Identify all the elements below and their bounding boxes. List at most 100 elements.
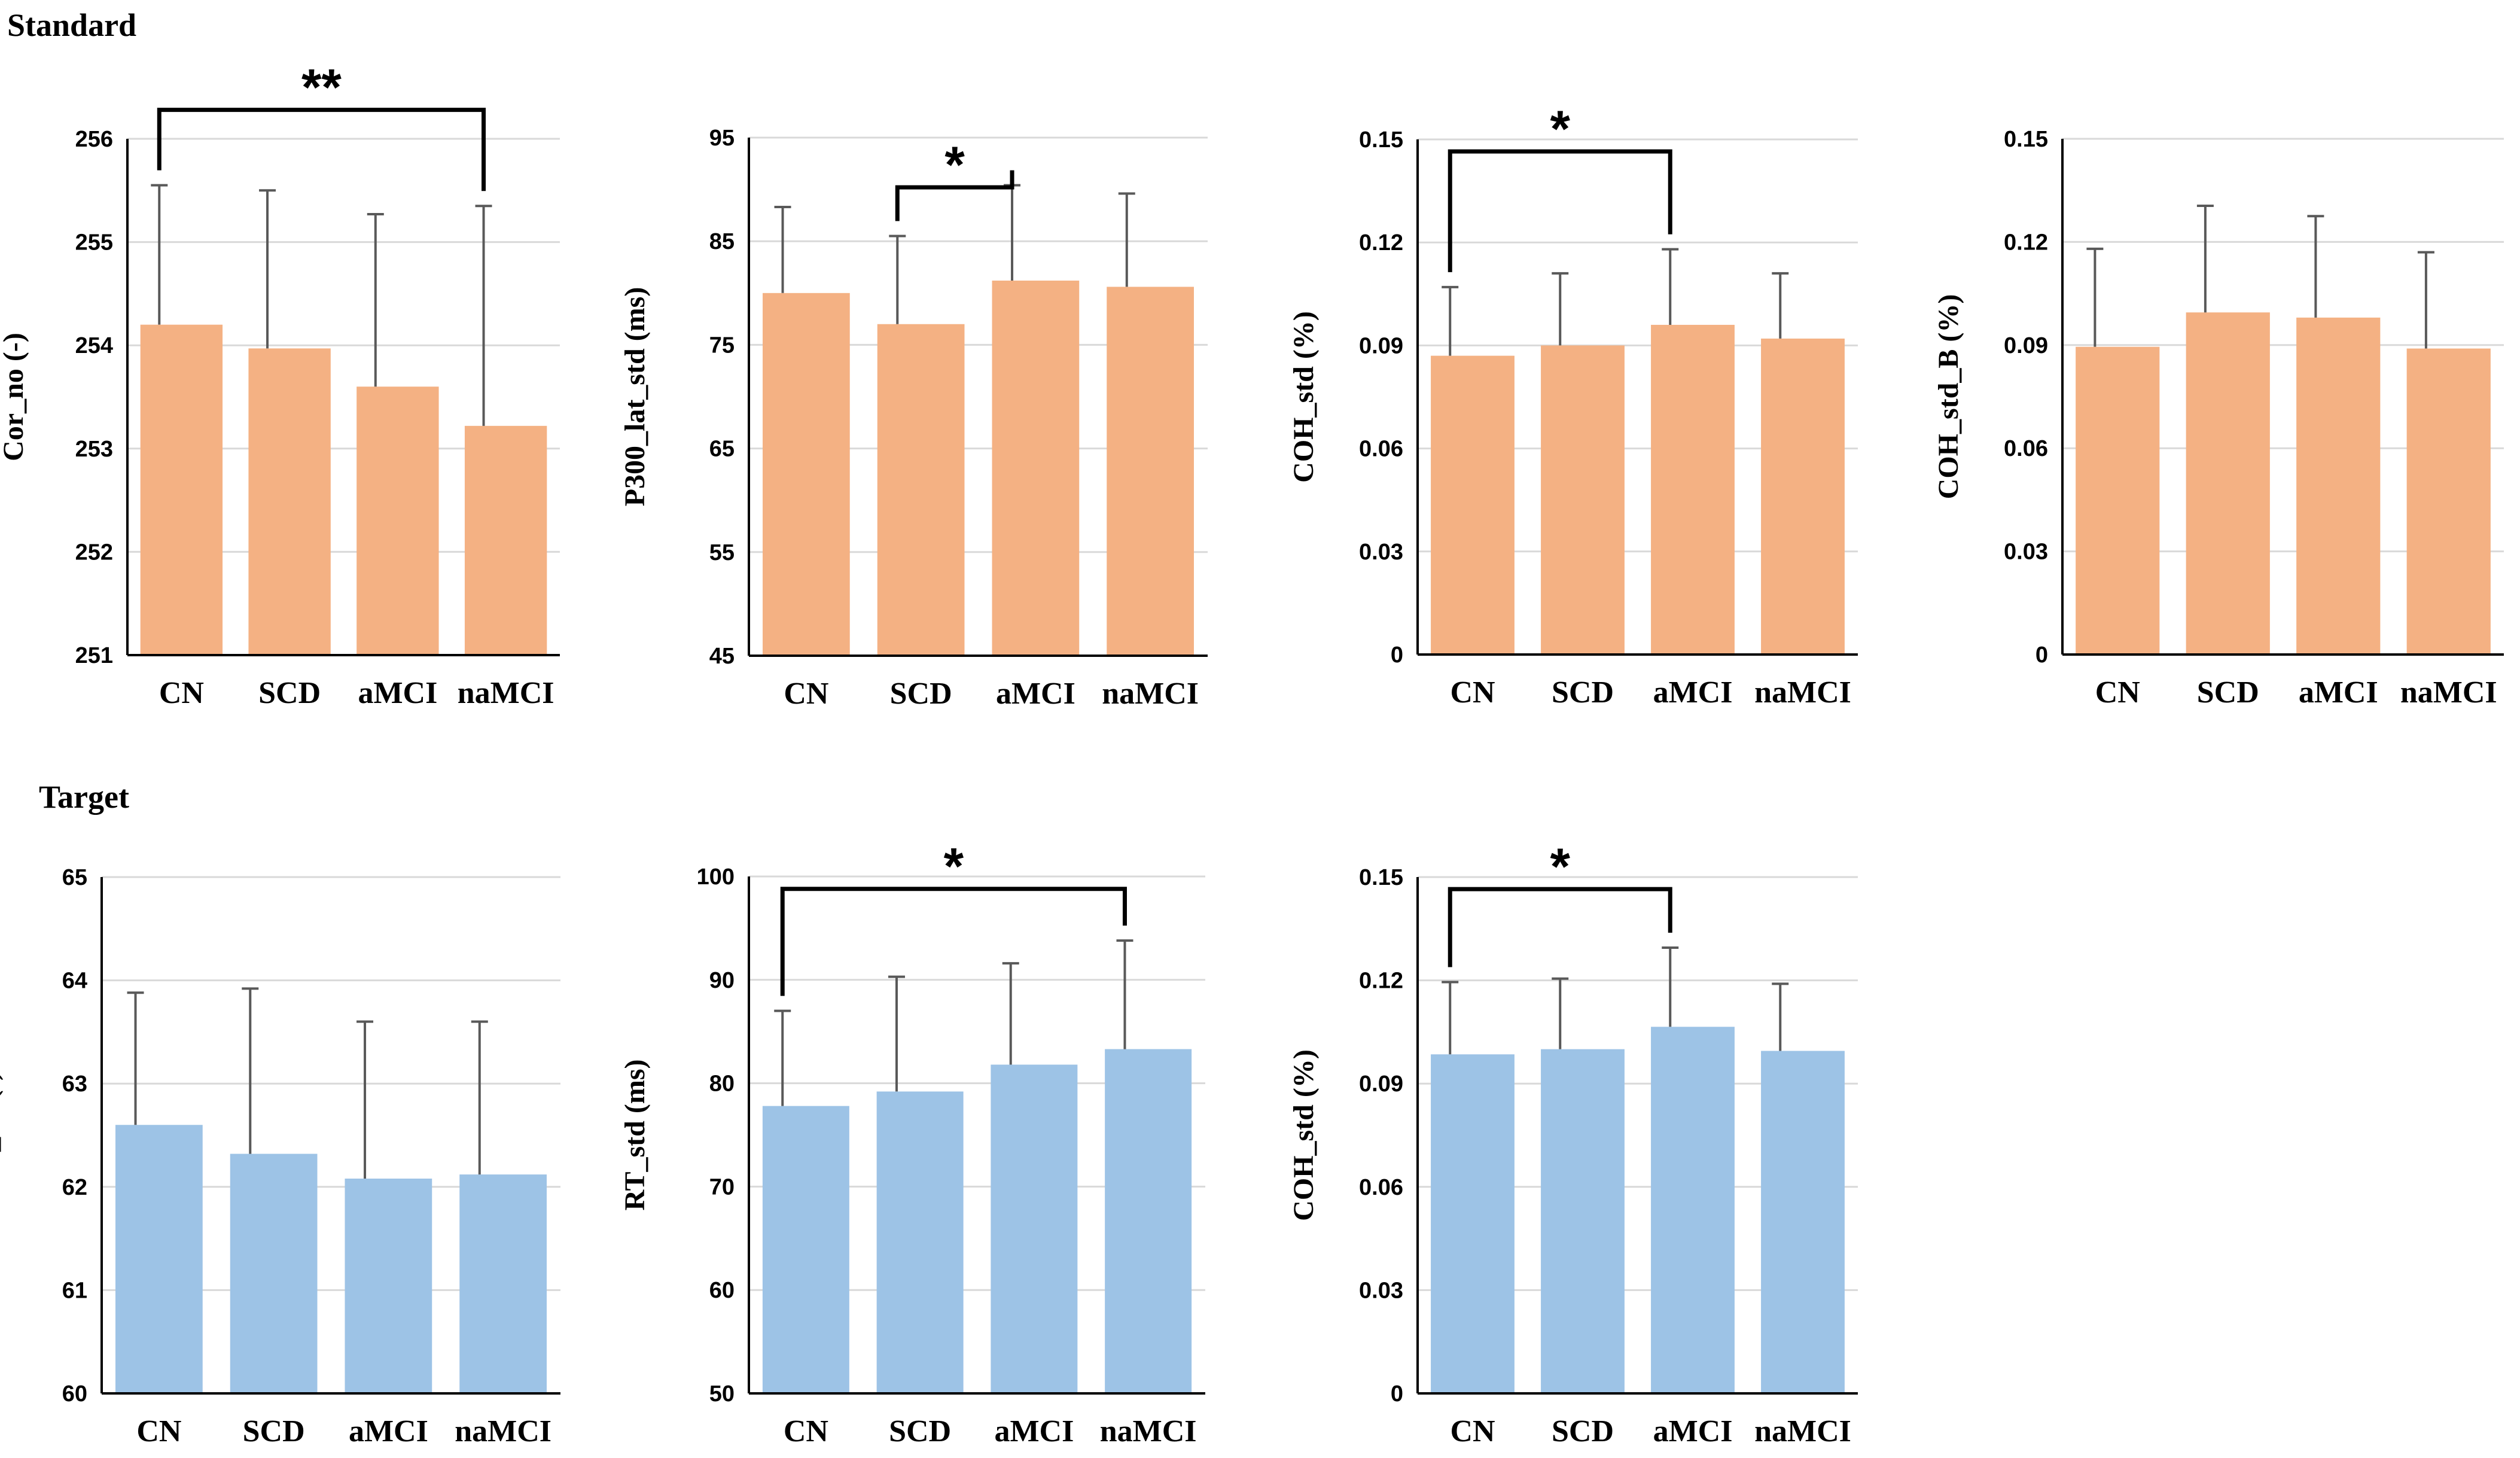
y-tick-label: 61 [62,1278,87,1303]
section-title-standard: Standard [7,7,136,43]
significance-label: * [1550,101,1571,158]
y-tick-label: 45 [709,644,735,669]
x-tick-label: SCD [1552,1414,1614,1448]
x-tick-label: aMCI [996,677,1075,711]
y-tick-label: 85 [709,229,735,254]
error-bar [1442,981,1459,1055]
bar-CN [2076,346,2160,655]
y-tick-label: 0.09 [1359,1072,1403,1097]
bar-aMCI [345,1178,432,1393]
y-tick-label: 100 [697,865,735,890]
x-tick-label: naMCI [455,1414,551,1448]
error-bar [1662,946,1679,1027]
bar-SCD [877,324,965,656]
bar-CN [1431,355,1515,655]
y-tick-label: 0.15 [1359,865,1403,890]
x-tick-label: aMCI [349,1414,428,1448]
x-tick-label: aMCI [994,1414,1074,1448]
error-bar [1772,982,1789,1051]
bar-SCD [1541,345,1625,655]
x-tick-label: naMCI [2400,675,2497,710]
y-tick-label: 0.06 [1359,1175,1403,1200]
y-axis-label: Cor_no (-) [0,1071,4,1200]
significance-label: * [1550,838,1571,896]
x-tick-label: naMCI [1100,1414,1197,1448]
x-tick-label: aMCI [1653,675,1733,710]
significance-bracket [895,170,1014,221]
error-bar [2196,205,2214,313]
error-bar [127,991,144,1125]
bar-SCD [248,348,331,655]
y-tick-label: 62 [62,1175,87,1200]
error-bar [475,205,492,426]
bar-CN [762,1106,849,1393]
x-tick-label: CN [1450,675,1495,710]
bar-CN [115,1125,203,1393]
bar-SCD [1541,1049,1625,1393]
error-bar [774,206,791,293]
error-bar [1116,939,1133,1049]
section-title-target: Target [39,779,129,815]
y-axis-label: Cor_no (-) [0,333,29,461]
bar-naMCI [1105,1049,1192,1393]
error-bar [367,212,384,387]
y-tick-label: 0.03 [2004,540,2048,565]
y-tick-label: 70 [709,1174,735,1200]
y-tick-label: 0 [1391,643,1403,668]
chart-7: 0 0.03 0.06 0.09 0.12 0.15 CN SCD aMCI naMCI COH_s… [1288,838,1858,1448]
chart-3: 0 0.03 0.06 0.09 0.12 0.15 CN SCD aMCI naMCI COH_s… [1288,101,1858,710]
y-tick-label: 255 [75,230,113,255]
y-tick-label: 252 [75,540,113,565]
error-bar [1442,285,1459,356]
y-tick-label: 55 [709,540,735,565]
chart-6: 50 60 70 80 90 100 CN SCD aMCI naMCI RT_std (ms) * [619,838,1205,1448]
significance-bracket [157,108,486,191]
x-tick-label: naMCI [1754,675,1851,710]
y-tick-label: 0 [1391,1381,1403,1407]
y-tick-label: 0.12 [2004,230,2048,255]
error-bar [1004,184,1021,281]
bar-SCD [2186,312,2270,655]
bar-aMCI [356,386,439,655]
x-tick-label: SCD [258,676,321,710]
x-tick-label: CN [784,677,828,711]
y-tick-label: 60 [62,1381,87,1407]
x-tick-label: aMCI [2299,675,2378,710]
error-bar [1002,962,1019,1065]
bar-naMCI [459,1174,547,1393]
x-tick-label: SCD [243,1414,305,1448]
y-tick-label: 0.09 [1359,333,1403,358]
y-axis-label: P300_lat_std (ms) [619,287,651,507]
bar-aMCI [2296,317,2381,655]
y-tick-label: 0.03 [1359,1278,1403,1303]
y-tick-label: 0.12 [1359,969,1403,994]
error-bar [1552,977,1569,1049]
y-tick-label: 0.15 [1359,127,1403,153]
bar-CN [763,293,850,656]
x-tick-label: naMCI [1754,1414,1851,1448]
significance-label: * [944,838,964,896]
bar-CN [140,324,223,655]
y-tick-label: 0.06 [2004,436,2048,461]
y-tick-label: 253 [75,437,113,462]
y-tick-label: 64 [62,969,87,994]
bar-naMCI [2406,348,2491,655]
y-tick-label: 0.09 [2004,333,2048,358]
x-tick-label: CN [784,1414,828,1448]
error-bar [774,1009,791,1106]
error-bar [1118,192,1135,287]
significance-bracket [780,887,1127,996]
error-bar [151,184,168,325]
error-bar [2307,215,2324,318]
chart-4: 0 0.03 0.06 0.09 0.12 0.15 CN SCD aMCI naMCI COH_s… [1933,127,2504,710]
error-bar [2417,251,2434,349]
error-bar [888,975,905,1092]
error-bar [1662,248,1679,325]
y-axis-label: COH_std (%) [1288,311,1320,483]
chart-2: 45 55 65 75 85 95 CN SCD aMCI naMCI P300_lat_std (… [619,126,1208,711]
y-tick-label: 251 [75,643,113,668]
x-tick-label: SCD [1552,675,1614,710]
y-tick-label: 0 [2035,643,2048,668]
significance-bracket [1448,149,1672,272]
